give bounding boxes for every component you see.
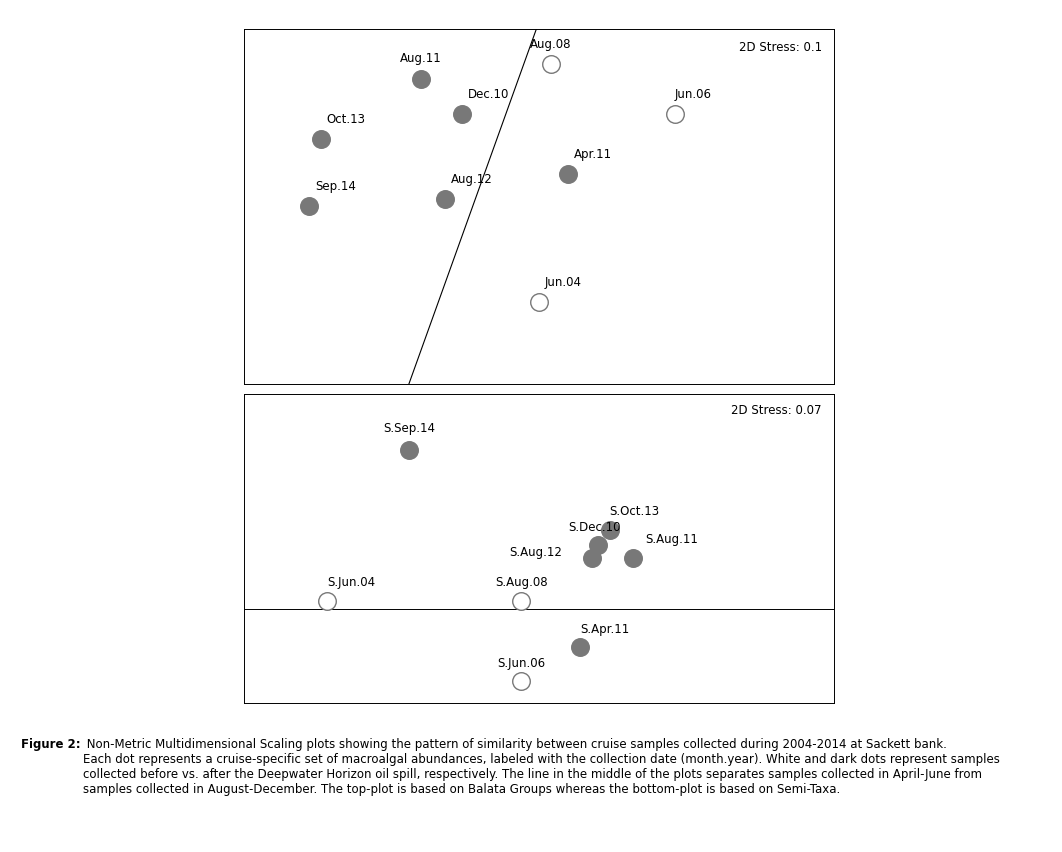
Text: Aug.12: Aug.12 [450, 173, 493, 186]
Text: Figure 2:: Figure 2: [21, 737, 81, 750]
Point [560, 169, 577, 182]
Point [453, 108, 470, 122]
Text: 2D Stress: 0.07: 2D Stress: 0.07 [732, 404, 822, 417]
Text: S.Aug.08: S.Aug.08 [495, 576, 548, 589]
Text: Aug.11: Aug.11 [400, 52, 442, 66]
Point [301, 200, 318, 214]
Point [666, 108, 683, 122]
Text: Sep.14: Sep.14 [315, 180, 356, 193]
Point [412, 72, 429, 86]
Text: Oct.13: Oct.13 [327, 112, 365, 125]
Text: S.Aug.12: S.Aug.12 [510, 545, 563, 558]
Text: Aug.08: Aug.08 [530, 38, 571, 51]
Text: Dec.10: Dec.10 [468, 88, 510, 101]
Text: S.Aug.11: S.Aug.11 [645, 532, 698, 545]
Text: Jun.04: Jun.04 [545, 276, 582, 289]
Text: S.Sep.14: S.Sep.14 [383, 422, 435, 435]
Point [601, 523, 618, 537]
Point [312, 133, 329, 147]
Text: S.Jun.06: S.Jun.06 [497, 656, 546, 669]
Text: Jun.06: Jun.06 [674, 88, 712, 101]
Text: 2D Stress: 0.1: 2D Stress: 0.1 [739, 40, 822, 54]
Point [513, 595, 530, 608]
Point [531, 296, 548, 310]
Point [543, 59, 560, 72]
Text: Apr.11: Apr.11 [575, 148, 613, 161]
Point [624, 551, 641, 565]
Text: S.Apr.11: S.Apr.11 [580, 622, 630, 635]
Point [319, 595, 336, 608]
Text: S.Oct.13: S.Oct.13 [610, 505, 660, 518]
Text: S.Dec.10: S.Dec.10 [568, 521, 621, 533]
Point [400, 443, 417, 457]
Point [513, 675, 530, 688]
Text: S.Jun.04: S.Jun.04 [327, 576, 375, 589]
Point [571, 641, 588, 654]
Point [583, 551, 600, 565]
Point [589, 538, 606, 552]
Text: Non-Metric Multidimensional Scaling plots showing the pattern of similarity betw: Non-Metric Multidimensional Scaling plot… [83, 737, 999, 795]
Point [436, 193, 453, 207]
